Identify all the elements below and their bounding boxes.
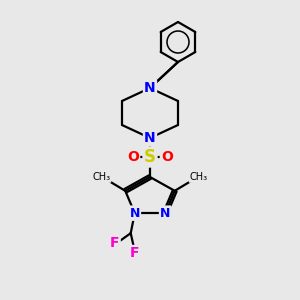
Text: CH₃: CH₃ — [190, 172, 208, 182]
Text: F: F — [130, 246, 140, 260]
Text: CH₃: CH₃ — [92, 172, 110, 182]
Text: O: O — [161, 150, 173, 164]
Text: S: S — [144, 148, 156, 166]
Text: O: O — [127, 150, 139, 164]
Text: N: N — [130, 207, 140, 220]
Text: N: N — [160, 207, 170, 220]
Text: N: N — [144, 131, 156, 145]
Text: F: F — [110, 236, 119, 250]
Text: N: N — [144, 81, 156, 95]
